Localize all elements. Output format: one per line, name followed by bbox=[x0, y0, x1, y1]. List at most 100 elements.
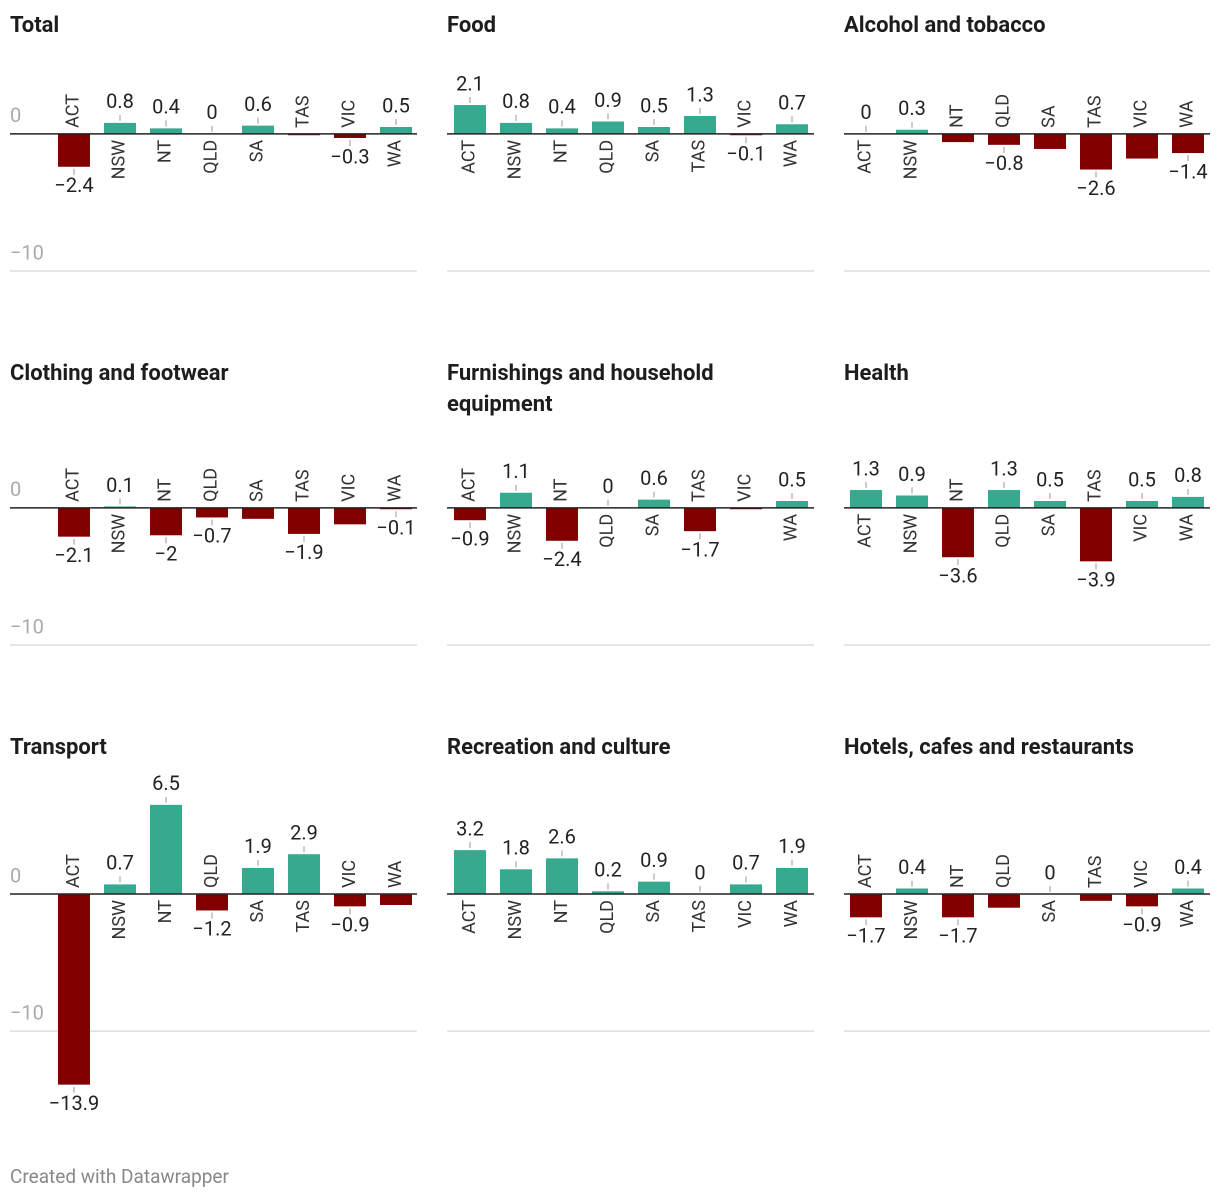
value-label: −0.9 bbox=[1122, 913, 1161, 937]
y-tick-label: 0 bbox=[10, 103, 21, 127]
value-label: 0.6 bbox=[244, 92, 272, 116]
category-label: SA bbox=[643, 514, 664, 537]
footer: Created with Datawrapper bbox=[10, 1165, 229, 1188]
value-label: 0.8 bbox=[1174, 463, 1202, 487]
category-label: QLD bbox=[597, 514, 618, 548]
bar bbox=[58, 894, 90, 1085]
value-label: 1.3 bbox=[686, 82, 714, 106]
value-label: 0.8 bbox=[106, 89, 134, 113]
category-label: NT bbox=[947, 478, 968, 502]
category-label: WA bbox=[781, 900, 802, 928]
category-label: SA bbox=[247, 479, 268, 502]
value-label: 0 bbox=[206, 100, 217, 124]
category-label: WA bbox=[781, 140, 802, 168]
panel-title: Health bbox=[844, 361, 909, 386]
bar bbox=[242, 507, 274, 519]
bar bbox=[592, 121, 624, 134]
value-label: −0.3 bbox=[330, 144, 369, 168]
value-label: −1.7 bbox=[680, 537, 719, 561]
bar bbox=[776, 867, 808, 894]
value-label: −0.1 bbox=[726, 142, 765, 166]
category-label: NT bbox=[947, 864, 968, 888]
bar bbox=[1080, 894, 1112, 901]
value-label: 0.5 bbox=[382, 93, 410, 117]
category-label: VIC bbox=[339, 100, 360, 128]
bar bbox=[1080, 133, 1112, 170]
bar bbox=[1034, 501, 1066, 508]
bar bbox=[1172, 133, 1204, 154]
value-label: 2.6 bbox=[548, 825, 576, 849]
value-label: 0.8 bbox=[502, 89, 530, 113]
bar bbox=[334, 894, 366, 907]
value-label: −2.1 bbox=[54, 543, 93, 567]
value-label: 0.7 bbox=[732, 851, 760, 875]
bar bbox=[104, 884, 136, 894]
value-label: 0.1 bbox=[106, 473, 134, 497]
y-tick-label: −10 bbox=[10, 614, 44, 638]
y-tick-label: 0 bbox=[10, 477, 21, 501]
category-label: ACT bbox=[855, 514, 876, 548]
category-label: WA bbox=[1177, 514, 1198, 542]
value-label: 0 bbox=[1044, 860, 1055, 884]
category-label: NSW bbox=[505, 514, 526, 554]
value-label: 0.4 bbox=[152, 95, 180, 119]
bar bbox=[500, 122, 532, 134]
value-label: −0.9 bbox=[450, 526, 489, 550]
panel-title: Hotels, cafes and restaurants bbox=[844, 735, 1134, 760]
category-label: SA bbox=[643, 900, 664, 923]
value-label: 0.3 bbox=[898, 96, 926, 120]
value-label: 1.1 bbox=[502, 459, 530, 483]
value-label: −1.7 bbox=[846, 924, 885, 948]
category-label: VIC bbox=[339, 474, 360, 502]
bar bbox=[1126, 894, 1158, 907]
value-label: 0 bbox=[694, 860, 705, 884]
bar bbox=[988, 490, 1020, 508]
category-label: VIC bbox=[1131, 860, 1152, 888]
y-tick-label: 0 bbox=[10, 863, 21, 887]
value-label: 2.9 bbox=[290, 821, 318, 845]
category-label: WA bbox=[385, 860, 406, 888]
panel-title: Total bbox=[10, 13, 60, 38]
category-label: VIC bbox=[735, 900, 756, 928]
category-label: TAS bbox=[293, 900, 314, 933]
category-label: TAS bbox=[689, 469, 710, 502]
category-label: QLD bbox=[597, 900, 618, 934]
value-label: 1.8 bbox=[502, 836, 530, 860]
value-label: 0.6 bbox=[640, 466, 668, 490]
bar bbox=[776, 124, 808, 134]
category-label: TAS bbox=[1085, 95, 1106, 128]
category-label: NT bbox=[155, 900, 176, 924]
bar bbox=[850, 490, 882, 508]
category-label: SA bbox=[1039, 900, 1060, 923]
bar bbox=[1172, 496, 1204, 508]
panel-title: Recreation and culture bbox=[447, 735, 671, 760]
category-label: VIC bbox=[1131, 100, 1152, 128]
bar bbox=[776, 501, 808, 508]
value-label: 0.2 bbox=[594, 858, 622, 882]
value-label: 2.1 bbox=[456, 71, 484, 95]
category-label: NT bbox=[947, 104, 968, 128]
value-label: 0.5 bbox=[1128, 467, 1156, 491]
value-label: 0.4 bbox=[548, 95, 576, 119]
category-label: VIC bbox=[339, 860, 360, 888]
bar bbox=[242, 125, 274, 134]
bar bbox=[1126, 501, 1158, 508]
category-label: SA bbox=[643, 140, 664, 163]
category-label: TAS bbox=[1085, 855, 1106, 888]
panel-title: Clothing and footwear bbox=[10, 361, 229, 386]
category-label: NSW bbox=[901, 140, 922, 180]
value-label: −2.4 bbox=[54, 173, 93, 197]
category-label: SA bbox=[247, 140, 268, 163]
bar bbox=[684, 116, 716, 134]
category-label: NSW bbox=[901, 900, 922, 940]
value-label: 0.4 bbox=[898, 855, 926, 879]
bar bbox=[242, 867, 274, 894]
category-label: NT bbox=[551, 140, 572, 164]
bar bbox=[500, 869, 532, 894]
category-label: QLD bbox=[597, 140, 618, 174]
value-label: −13.9 bbox=[49, 1091, 99, 1115]
bar bbox=[288, 507, 320, 534]
bar bbox=[334, 507, 366, 525]
bar bbox=[380, 127, 412, 134]
category-label: SA bbox=[1039, 105, 1060, 128]
